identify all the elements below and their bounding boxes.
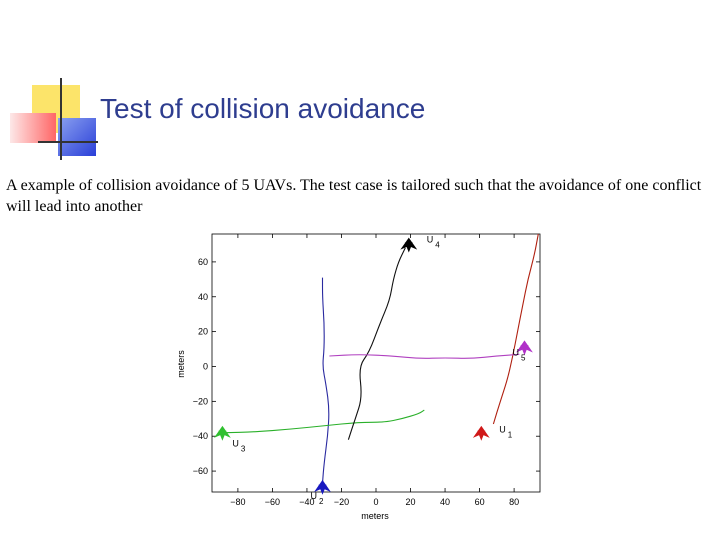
x-tick-label: −60 bbox=[265, 497, 280, 507]
trajectory-u5 bbox=[329, 353, 520, 359]
plot-series bbox=[225, 233, 539, 484]
uav-tail-icon bbox=[520, 345, 529, 356]
uav-marker-3: U3 bbox=[213, 425, 246, 454]
x-tick-label: −40 bbox=[299, 497, 314, 507]
x-tick-label: −20 bbox=[334, 497, 349, 507]
uav-label: U3 bbox=[232, 439, 246, 454]
x-tick-label: 20 bbox=[406, 497, 416, 507]
y-tick-label: −60 bbox=[193, 466, 208, 476]
trajectory-u3 bbox=[225, 409, 425, 434]
deco-vertical-line bbox=[60, 78, 62, 160]
uav-tail-icon bbox=[218, 430, 227, 441]
deco-horizontal-line bbox=[38, 141, 98, 143]
uav-tail-icon bbox=[477, 430, 486, 441]
y-tick-label: 40 bbox=[198, 292, 208, 302]
x-tick-label: 60 bbox=[475, 497, 485, 507]
uav-marker-1: U1 bbox=[472, 425, 513, 441]
trajectory-u2 bbox=[321, 277, 330, 484]
x-axis-label: meters bbox=[361, 511, 389, 521]
x-tick-label: 40 bbox=[440, 497, 450, 507]
y-tick-label: 20 bbox=[198, 327, 208, 337]
y-axis-label: meters bbox=[176, 350, 186, 378]
plot-frame bbox=[211, 233, 541, 493]
x-tick-label: 80 bbox=[509, 497, 519, 507]
plot-axes: −80 −60 −40 −20 0 20 40 60 80 60 40 20 0 −20 −40 −60 bbox=[193, 233, 541, 507]
uav-tail-icon bbox=[318, 484, 327, 495]
trajectory-u4 bbox=[347, 247, 406, 440]
deco-blue-square bbox=[58, 118, 96, 156]
uav-label: U4 bbox=[427, 235, 441, 250]
slide-caption: A example of collision avoidance of 5 UA… bbox=[6, 177, 702, 215]
uav-label: U1 bbox=[499, 425, 513, 440]
deco-red-square bbox=[10, 113, 56, 143]
y-tick-label: 0 bbox=[203, 361, 208, 371]
x-tick-label: −80 bbox=[230, 497, 245, 507]
trajectory-u1 bbox=[492, 233, 539, 425]
y-tick-label: 60 bbox=[198, 257, 208, 267]
y-tick-label: −20 bbox=[193, 396, 208, 406]
slide-title: Test of collision avoidance bbox=[100, 93, 426, 124]
x-tick-label: 0 bbox=[373, 497, 378, 507]
uav-tail-icon bbox=[404, 242, 413, 253]
uav-marker-4: U4 bbox=[400, 235, 441, 253]
y-tick-label: −40 bbox=[193, 431, 208, 441]
